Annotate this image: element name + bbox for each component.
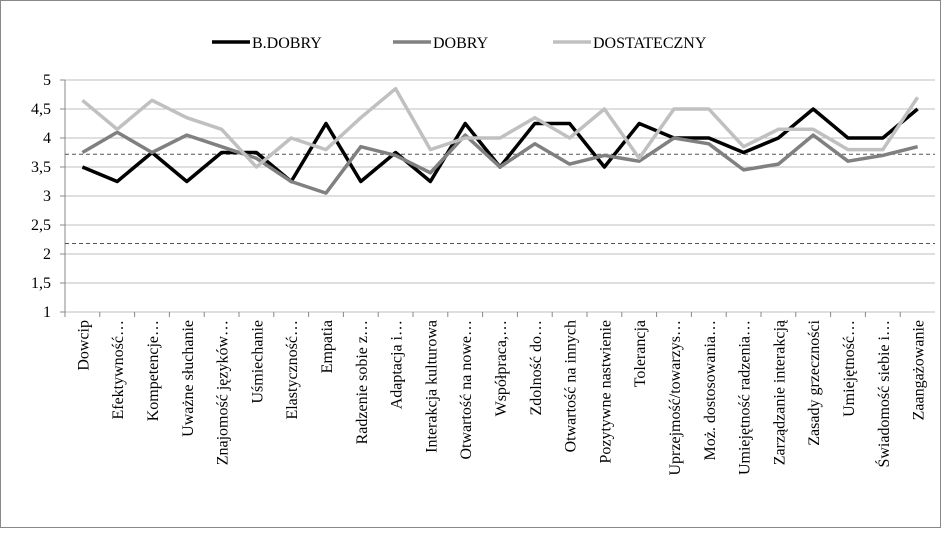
x-tick-label: Zasady grzeczności xyxy=(806,319,823,445)
x-tick-label: Tolerancja xyxy=(632,320,649,387)
y-tick-label: 1 xyxy=(43,304,51,321)
x-tick-label: Uśmiechanie xyxy=(249,320,266,404)
legend-label: B.DOBRY xyxy=(252,35,322,52)
x-tick-label: Zarządzanie interakcją xyxy=(771,319,788,465)
x-tick-label: Moż. dostosowania… xyxy=(702,320,719,460)
x-tick-label: Otwartość na innych xyxy=(563,320,580,452)
x-tick-label: Znajomość języków… xyxy=(215,320,232,465)
y-tick-label: 2 xyxy=(43,246,51,263)
legend-label: DOSTATECZNY xyxy=(593,35,707,52)
x-tick-label: Uprzejmość/towarzys… xyxy=(667,320,684,476)
x-tick-label: Umiejętność… xyxy=(841,320,858,417)
y-tick-label: 4,5 xyxy=(31,101,51,118)
y-tick-label: 4 xyxy=(43,130,51,147)
x-tick-label: Radzenie sobie z… xyxy=(354,320,371,444)
y-tick-label: 3,5 xyxy=(31,159,51,176)
series-line xyxy=(81,130,919,195)
legend-label: DOBRY xyxy=(433,35,489,52)
x-tick-label: Kompetencje… xyxy=(145,320,162,421)
x-tick-label: Empatia xyxy=(319,320,336,373)
x-tick-label: Interakcja kulturowa xyxy=(423,320,440,453)
y-tick-label: 5 xyxy=(43,72,51,89)
y-tick-label: 3 xyxy=(43,188,51,205)
x-tick-label: Adaptacja i… xyxy=(389,320,406,409)
x-tick-label: Uważne słuchanie xyxy=(180,320,197,437)
series-line xyxy=(81,86,920,169)
y-tick-label: 1,5 xyxy=(31,275,51,292)
x-tick-label: Efektywność… xyxy=(110,320,127,420)
x-tick-label: Pozytywne nastwienie xyxy=(597,320,614,464)
x-tick-label: Świadomość siebie i… xyxy=(874,320,893,468)
x-tick-label: Współpraca,… xyxy=(493,320,510,416)
x-tick-label: Umiejętność radzenia… xyxy=(737,320,754,475)
x-tick-label: Zdolność do… xyxy=(528,320,545,416)
x-tick-label: Dowcip xyxy=(75,320,92,371)
x-tick-label: Elastyczność… xyxy=(284,320,301,420)
y-tick-label: 2,5 xyxy=(31,217,51,234)
x-tick-label: Zaangażowanie xyxy=(911,320,928,420)
x-tick-label: Otwartość na nowe… xyxy=(458,320,475,460)
